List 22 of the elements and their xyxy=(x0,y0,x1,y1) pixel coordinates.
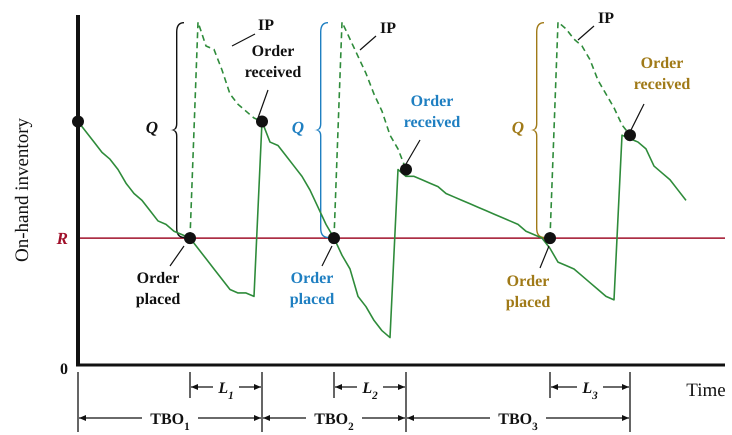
annotation: IP xyxy=(598,10,614,27)
annotation: Order placed xyxy=(136,270,180,308)
annotation: Q xyxy=(146,118,158,137)
text: TBO$_{3}$ xyxy=(498,411,538,433)
annotation: IP xyxy=(258,17,274,34)
x-axis-title: Time xyxy=(686,380,726,401)
y-axis-title: On-hand inventory xyxy=(12,117,33,262)
ref-line-label: R xyxy=(56,229,68,248)
annotation: Q xyxy=(292,118,304,137)
annotation: Order received xyxy=(634,55,690,93)
text: L$_{3}$ xyxy=(581,380,598,402)
text: TBO$_{1}$ xyxy=(150,411,190,433)
text: 0 xyxy=(60,361,68,378)
annotation: Q xyxy=(512,118,524,137)
annotation: Order received xyxy=(404,93,460,131)
annotation: Order placed xyxy=(506,273,550,311)
annotation: IP xyxy=(380,20,396,37)
annotation: Order received xyxy=(244,43,302,81)
annotation: Order placed xyxy=(290,270,334,308)
text: L$_{2}$ xyxy=(361,380,378,402)
text: TBO$_{2}$ xyxy=(314,411,354,433)
text: L$_{1}$ xyxy=(217,380,234,402)
